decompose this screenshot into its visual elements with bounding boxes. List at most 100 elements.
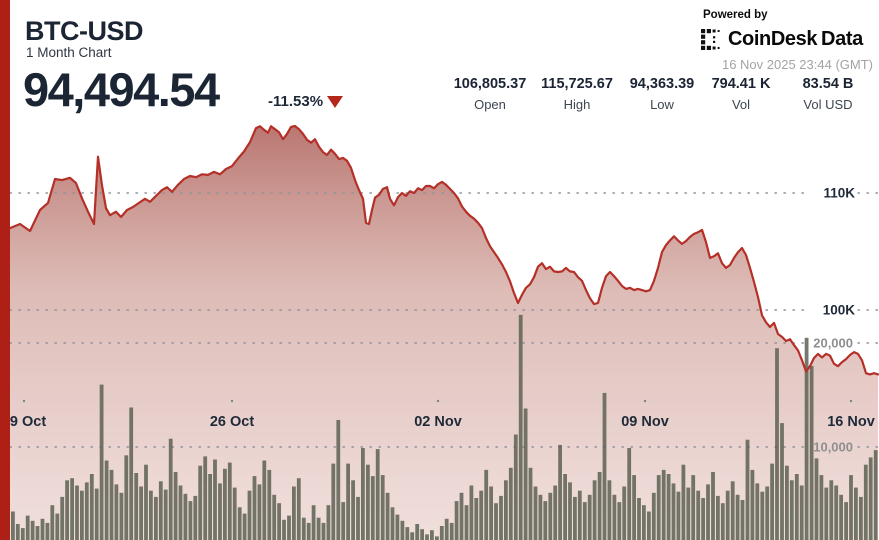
x-axis-label: 02 Nov bbox=[414, 414, 462, 430]
volume-bar bbox=[213, 459, 217, 540]
volume-bar bbox=[868, 457, 873, 540]
volume-bar bbox=[163, 489, 168, 540]
volume-bar bbox=[321, 522, 326, 540]
volume-bar bbox=[420, 529, 424, 540]
volume-bar bbox=[311, 505, 316, 540]
volume-bar bbox=[154, 496, 158, 540]
volume-bar bbox=[75, 485, 79, 540]
volume-bar bbox=[114, 484, 119, 540]
volume-bar bbox=[351, 480, 355, 540]
volume-bar bbox=[819, 475, 824, 540]
volume-bar bbox=[183, 493, 188, 540]
volume-bar bbox=[489, 486, 493, 540]
volume-bar bbox=[696, 490, 701, 540]
volume-bar bbox=[361, 448, 365, 540]
volume-bar bbox=[282, 519, 286, 540]
volume-bar bbox=[804, 337, 809, 540]
volume-bar bbox=[508, 467, 513, 540]
volume-bar bbox=[533, 486, 538, 540]
open-label: Open bbox=[474, 97, 506, 112]
x-axis-label: 26 Oct bbox=[209, 414, 255, 430]
volume-bar bbox=[356, 496, 360, 540]
volume-bar bbox=[45, 522, 50, 540]
volume-bar bbox=[336, 420, 341, 540]
volume-bar bbox=[301, 517, 306, 540]
volume-bar bbox=[504, 480, 508, 540]
volume-bar bbox=[70, 478, 74, 540]
stat-high: 115,725.67 High bbox=[541, 76, 613, 112]
volume-bar bbox=[647, 511, 651, 540]
x-axis-label: 09 Nov bbox=[621, 414, 669, 430]
volume-bar bbox=[65, 480, 69, 540]
volume-bar bbox=[844, 502, 848, 540]
current-price: 94,494.54 bbox=[23, 63, 220, 116]
volume-bar bbox=[745, 439, 750, 540]
volume-bar bbox=[558, 444, 562, 540]
volume-bar bbox=[178, 485, 183, 540]
volume-bar bbox=[346, 463, 350, 540]
volume-bar bbox=[94, 488, 99, 540]
volume-bar bbox=[834, 485, 839, 540]
volume-bar bbox=[686, 487, 691, 540]
volume-bar bbox=[651, 492, 656, 540]
volume-bar bbox=[538, 494, 543, 540]
volume-bar bbox=[277, 503, 281, 540]
x-axis-label: 19 Oct bbox=[1, 414, 47, 430]
volume-bar bbox=[474, 498, 479, 540]
volume-axis-tick: 10,000 bbox=[813, 439, 853, 455]
volume-bar bbox=[30, 520, 35, 540]
volume-bar bbox=[494, 503, 498, 540]
volume-bar bbox=[839, 494, 843, 540]
volume-bar bbox=[849, 475, 853, 540]
volume-bar bbox=[193, 495, 198, 540]
volume-bar bbox=[439, 526, 444, 540]
open-value: 106,805.37 bbox=[453, 76, 527, 92]
coindesk-logo[interactable]: CoinDesk Data bbox=[701, 28, 863, 51]
volume-bar bbox=[602, 392, 607, 540]
volume-bar bbox=[40, 518, 45, 540]
volume-bar bbox=[770, 463, 774, 540]
volume-bar bbox=[582, 502, 587, 540]
volume-bar bbox=[435, 536, 439, 540]
volume-bar bbox=[711, 472, 715, 540]
vol-value: 794.41 K bbox=[711, 76, 771, 92]
volume-bar bbox=[780, 423, 784, 540]
date-tick-dot bbox=[849, 399, 853, 403]
date-tick-dot bbox=[230, 399, 234, 403]
volume-bar bbox=[237, 507, 242, 540]
volume-bar bbox=[149, 490, 153, 540]
page-title: BTC-USD bbox=[25, 16, 144, 46]
volume-bar bbox=[622, 486, 627, 540]
volume-bar bbox=[464, 505, 469, 540]
volume-bar bbox=[632, 475, 636, 540]
volume-bar bbox=[15, 524, 20, 540]
volume-bar bbox=[292, 486, 296, 540]
high-value: 115,725.67 bbox=[541, 76, 613, 92]
volume-bar bbox=[430, 530, 434, 540]
volume-bar bbox=[173, 472, 178, 540]
volume-bar bbox=[607, 480, 612, 540]
volume-bar bbox=[449, 522, 454, 540]
volume-bar bbox=[592, 480, 597, 540]
volume-bar bbox=[168, 438, 173, 540]
powered-by-label: Powered by bbox=[703, 9, 768, 21]
volume-bar bbox=[617, 502, 622, 540]
volume-bar bbox=[691, 475, 696, 540]
volume-bar bbox=[287, 515, 291, 540]
volume-bar bbox=[55, 513, 60, 540]
volume-bar bbox=[400, 520, 405, 540]
volume-bar bbox=[232, 487, 237, 540]
volume-bar bbox=[513, 434, 518, 540]
volume-bar bbox=[563, 474, 567, 540]
volume-bar bbox=[755, 483, 760, 540]
volume-bar bbox=[119, 492, 124, 540]
volume-bar bbox=[267, 469, 272, 540]
volume-bar bbox=[425, 534, 429, 540]
volume-bar bbox=[789, 480, 794, 540]
volume-bar bbox=[35, 526, 40, 540]
volume-axis-tick: 20,000 bbox=[813, 335, 853, 351]
volume-bar bbox=[873, 450, 878, 540]
volume-bar bbox=[296, 478, 301, 540]
